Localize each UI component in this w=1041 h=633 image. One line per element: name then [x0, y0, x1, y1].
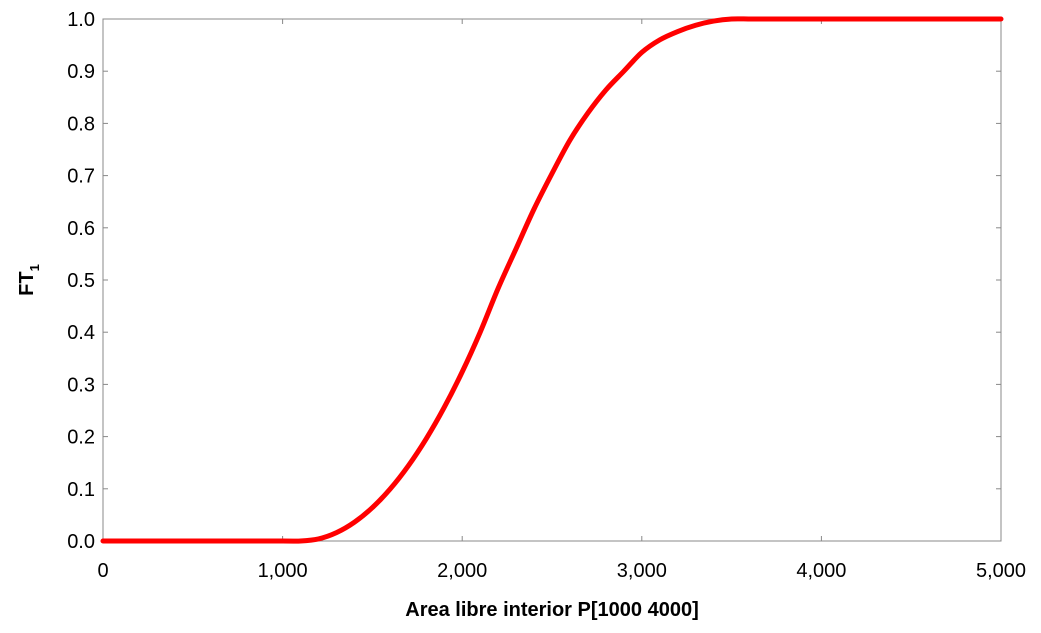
y-axis: 0.0 0.1 0.2 0.3 0.4 0.5 0.6 0.7 0.8 0.9 1.0: [67, 9, 1001, 553]
series-line: [100, 16, 1004, 544]
y-tick-label: 0.6: [67, 218, 95, 240]
y-tick-label: 0.9: [67, 61, 95, 83]
x-tick-label: 3,000: [617, 560, 667, 582]
y-axis-title-main: FT: [16, 271, 38, 295]
y-tick-label: 0.2: [67, 427, 95, 449]
plot-area: [102, 18, 1002, 542]
y-tick-label: 0.5: [67, 270, 95, 292]
y-tick-label: 1.0: [67, 9, 95, 31]
svg-text:FT1: FT1: [16, 264, 42, 296]
x-axis: 0 1,000 2,000 3,000 4,000 5,000: [97, 19, 1026, 582]
x-tick-label: 5,000: [976, 560, 1026, 582]
y-axis-title: FT1: [16, 264, 42, 296]
x-axis-title: Area libre interior P[1000 4000]: [405, 599, 698, 621]
y-tick-label: 0.1: [67, 479, 95, 501]
y-axis-title-subscript: 1: [27, 264, 42, 271]
x-tick-label: 1,000: [258, 560, 308, 582]
y-tick-label: 0.0: [67, 531, 95, 553]
x-tick-label: 2,000: [437, 560, 487, 582]
y-tick-label: 0.7: [67, 166, 95, 188]
y-tick-label: 0.3: [67, 374, 95, 396]
y-tick-label: 0.8: [67, 113, 95, 135]
x-tick-label: 0: [97, 560, 108, 582]
x-tick-label: 4,000: [796, 560, 846, 582]
y-tick-label: 0.4: [67, 322, 95, 344]
